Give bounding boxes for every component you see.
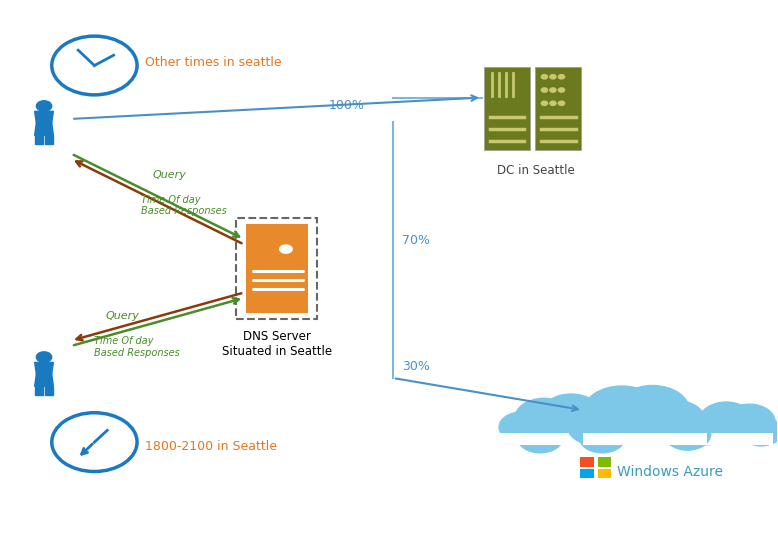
Circle shape	[567, 408, 622, 445]
Circle shape	[684, 413, 730, 445]
Circle shape	[615, 386, 690, 437]
FancyBboxPatch shape	[598, 469, 612, 478]
Circle shape	[279, 244, 293, 254]
Circle shape	[541, 101, 548, 105]
Polygon shape	[45, 387, 54, 395]
Polygon shape	[35, 387, 43, 395]
FancyBboxPatch shape	[580, 457, 594, 467]
Circle shape	[52, 36, 137, 95]
FancyBboxPatch shape	[490, 433, 610, 445]
Text: DNS Server
Situated in Seattle: DNS Server Situated in Seattle	[222, 330, 331, 358]
Text: Query: Query	[152, 170, 187, 180]
FancyBboxPatch shape	[535, 67, 581, 150]
Text: Query: Query	[106, 311, 140, 321]
Circle shape	[52, 413, 137, 471]
Text: Time Of day
Based Responses: Time Of day Based Responses	[141, 195, 226, 216]
FancyBboxPatch shape	[246, 224, 307, 313]
Polygon shape	[45, 135, 54, 144]
FancyBboxPatch shape	[696, 433, 773, 445]
Polygon shape	[35, 374, 54, 387]
Circle shape	[699, 402, 753, 439]
Circle shape	[517, 421, 563, 453]
Circle shape	[550, 101, 556, 105]
Text: Windows Azure: Windows Azure	[617, 465, 723, 478]
Circle shape	[664, 418, 711, 450]
Text: Other times in seattle: Other times in seattle	[145, 56, 282, 69]
Polygon shape	[35, 111, 54, 123]
Text: 100%: 100%	[328, 99, 364, 112]
Circle shape	[37, 101, 51, 111]
Circle shape	[514, 398, 573, 439]
Circle shape	[740, 417, 778, 446]
Circle shape	[541, 88, 548, 92]
Text: DC in Seattle: DC in Seattle	[497, 164, 575, 177]
FancyBboxPatch shape	[580, 469, 594, 478]
Text: 1800-2100 in Seattle: 1800-2100 in Seattle	[145, 440, 277, 453]
Circle shape	[550, 88, 556, 92]
Text: 30%: 30%	[402, 360, 430, 373]
Circle shape	[568, 403, 621, 439]
Circle shape	[550, 75, 556, 79]
Circle shape	[499, 412, 542, 442]
Circle shape	[559, 101, 565, 105]
Polygon shape	[35, 123, 54, 135]
Polygon shape	[35, 362, 54, 374]
FancyBboxPatch shape	[484, 67, 530, 150]
Circle shape	[583, 386, 661, 439]
Circle shape	[37, 352, 51, 362]
FancyBboxPatch shape	[598, 457, 612, 467]
Circle shape	[559, 88, 565, 92]
Circle shape	[541, 75, 548, 79]
FancyBboxPatch shape	[583, 433, 707, 445]
Circle shape	[647, 401, 706, 441]
Circle shape	[559, 75, 565, 79]
Circle shape	[579, 421, 626, 453]
Circle shape	[540, 394, 602, 437]
Polygon shape	[35, 135, 43, 144]
Text: Time Of day
Based Responses: Time Of day Based Responses	[94, 336, 180, 358]
Text: 70%: 70%	[402, 235, 430, 248]
Circle shape	[724, 404, 775, 439]
